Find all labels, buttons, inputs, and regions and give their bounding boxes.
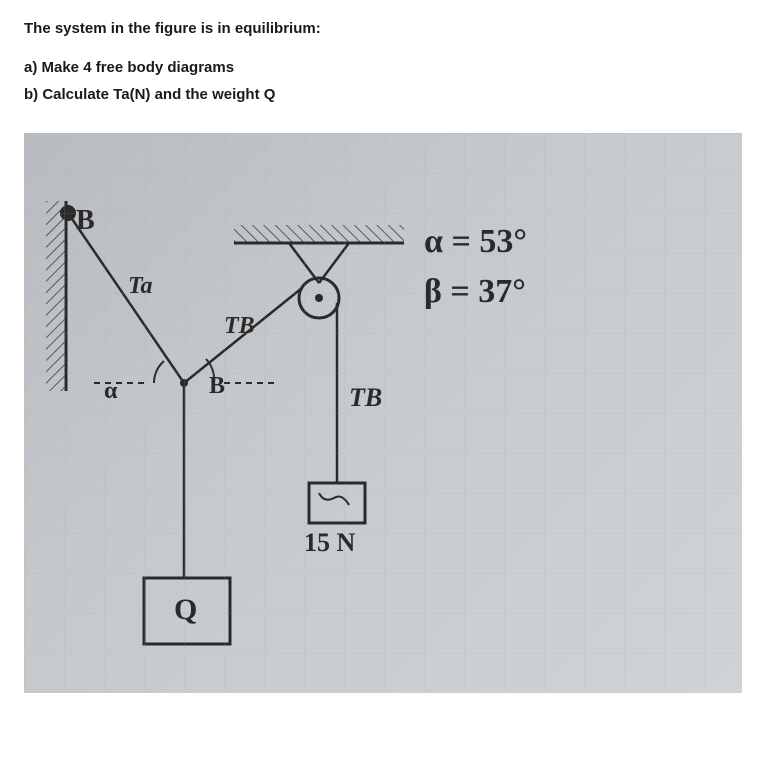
label-q: Q (174, 593, 197, 627)
problem-part-b: b) Calculate Ta(N) and the weight Q (24, 84, 742, 105)
diagram-svg (24, 133, 742, 693)
pulley (289, 243, 349, 318)
label-alpha-small: α (104, 378, 117, 405)
top-ceiling (234, 225, 404, 243)
left-wall (46, 201, 66, 391)
label-alpha-eq: α = 53° (424, 223, 527, 261)
problem-statement: The system in the figure is in equilibri… (24, 18, 742, 105)
label-15n: 15 N (304, 528, 355, 558)
label-beta-small: B (209, 373, 225, 400)
block-15n (309, 483, 365, 523)
label-beta-eq: β = 37° (424, 273, 526, 311)
knot-point (180, 379, 188, 387)
angle-arcs (94, 359, 279, 383)
label-ta: Ta (128, 273, 152, 300)
label-tb-right: TB (349, 383, 382, 413)
problem-part-a: a) Make 4 free body diagrams (24, 57, 742, 78)
problem-intro: The system in the figure is in equilibri… (24, 18, 742, 39)
physics-diagram: B Ta TB TB α B Q 15 N α = 53° β = 37° (24, 133, 742, 693)
label-b: B (76, 205, 95, 237)
label-tb-left: TB (224, 313, 255, 340)
